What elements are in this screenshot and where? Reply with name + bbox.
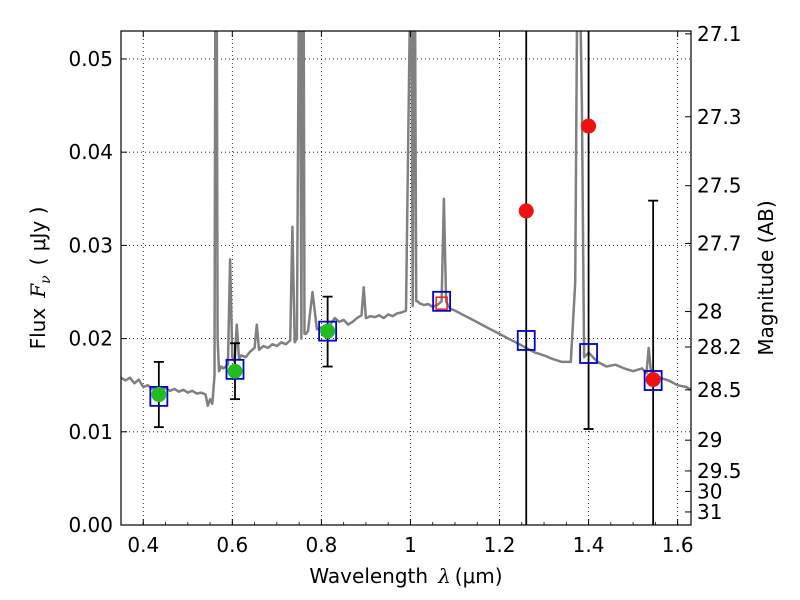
- x-tick-label: 0.6: [216, 533, 248, 557]
- model-photometry-square: [643, 370, 663, 391]
- data-layer: [121, 31, 691, 525]
- y2-tick-label: 27.5: [697, 174, 742, 198]
- y-axis-label: Flux Fν ( μJy ): [26, 207, 54, 350]
- y2-tick-label: 31: [697, 500, 722, 524]
- y2-tick-label: 30: [697, 479, 722, 503]
- y2-axis-label: Magnitude (AB): [754, 200, 778, 355]
- model-photometry-square: [579, 343, 598, 364]
- upper-limit-point: [518, 203, 534, 219]
- model-photometry-square: [432, 290, 452, 312]
- x-axis-label-text: Wavelength: [309, 564, 428, 588]
- y2-tick-label: 27.1: [697, 22, 742, 46]
- x-tick-label: 1.6: [662, 533, 694, 557]
- detection-point: [320, 323, 336, 339]
- x-tick-label: 1: [404, 533, 417, 557]
- model-photometry-square: [516, 330, 536, 351]
- y2-tick-label: 28.5: [697, 378, 742, 402]
- model-photometry-square: [149, 385, 169, 407]
- y-axis-label-symbol: F: [26, 283, 50, 299]
- axis-ticks: 0.4 0.6 0.8 1 1.2 1.4 1.6 0.00 0.01 0.02 0.03 0.04 0…: [68, 22, 741, 557]
- model-spectrum-line: [121, 31, 691, 407]
- x-axis-label-symbol: λ: [437, 564, 451, 588]
- upper-limit-point: [645, 372, 661, 388]
- plot-frame: [120, 30, 692, 526]
- model-photometry-square: [318, 320, 338, 342]
- model-photometry-square: [225, 358, 245, 380]
- y2-tick-label: 27.7: [697, 232, 742, 256]
- x-axis-label-unit: (μm): [455, 564, 503, 588]
- y2-tick-label: 29: [697, 428, 722, 452]
- y-tick-label: 0.00: [68, 513, 113, 537]
- detection-point: [227, 363, 243, 379]
- detection-point: [151, 387, 167, 403]
- inner-red-square: [435, 296, 448, 310]
- upper-limit-point: [581, 118, 597, 134]
- y-axis-label-unit: ( μJy ): [26, 207, 50, 266]
- y-tick-label: 0.01: [68, 420, 113, 444]
- y-tick-label: 0.02: [68, 327, 113, 351]
- x-tick-label: 1.4: [573, 533, 605, 557]
- y-axis-label-subscript: ν: [38, 275, 54, 284]
- x-tick-label: 1.2: [484, 533, 516, 557]
- x-tick-label: 0.8: [305, 533, 337, 557]
- y-tick-label: 0.05: [68, 47, 113, 71]
- y2-tick-label: 27.3: [697, 105, 742, 129]
- y2-tick-label: 29.5: [697, 459, 742, 483]
- x-tick-label: 0.4: [127, 533, 159, 557]
- x-axis-label: Wavelength λ (μm): [309, 564, 502, 588]
- y-axis-label-text: Flux: [26, 308, 50, 350]
- y-tick-label: 0.04: [68, 140, 113, 164]
- y2-tick-label: 28: [697, 300, 722, 324]
- y2-tick-label: 28.2: [697, 335, 742, 359]
- y-tick-label: 0.03: [68, 233, 113, 257]
